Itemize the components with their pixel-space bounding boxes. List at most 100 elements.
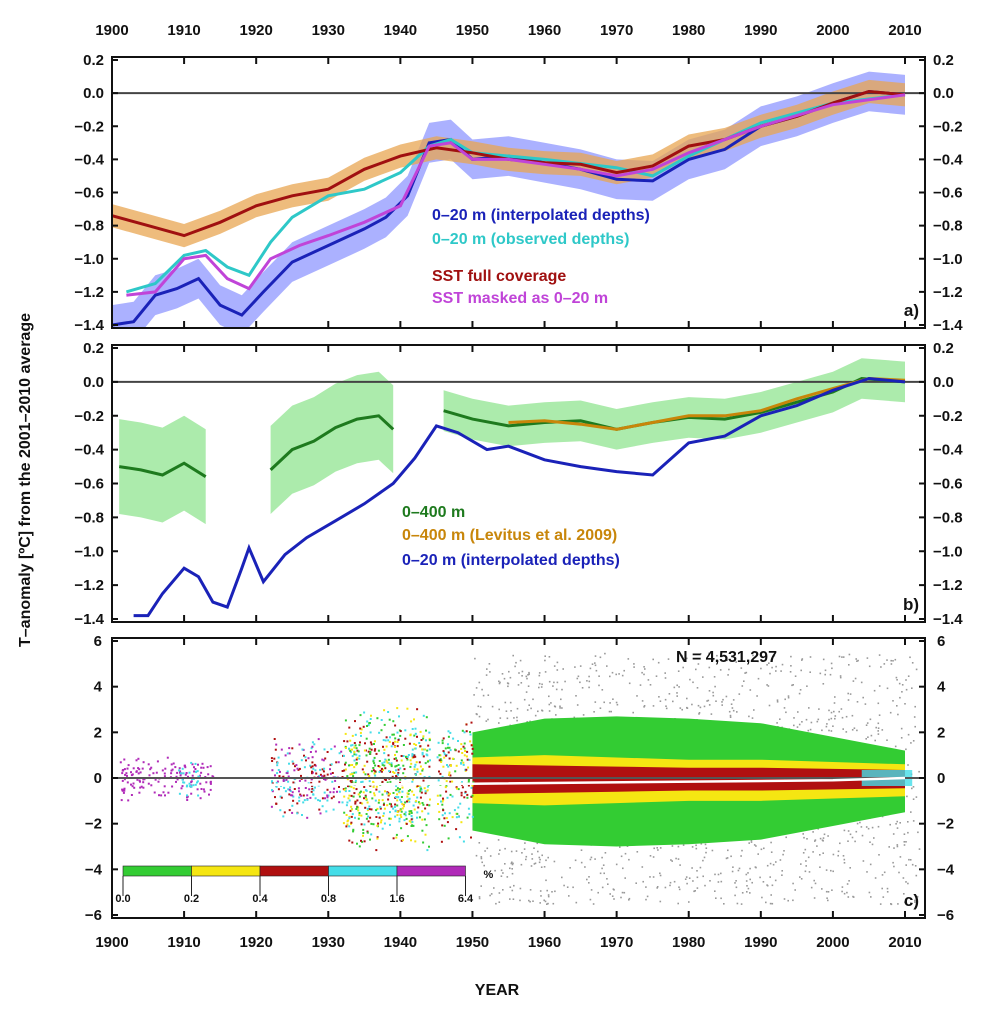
data-point [732, 866, 734, 868]
data-point [329, 772, 332, 775]
data-point [321, 805, 324, 808]
data-point [489, 855, 492, 857]
data-point [317, 738, 320, 741]
data-point [181, 778, 184, 781]
data-point [760, 667, 762, 670]
data-point [370, 748, 373, 751]
data-point [879, 903, 882, 905]
data-point [910, 811, 912, 813]
data-point [172, 762, 175, 765]
data-point [383, 709, 386, 712]
data-point [736, 902, 739, 905]
data-point [731, 707, 734, 709]
data-point [649, 684, 652, 686]
panel-label: b) [903, 595, 919, 614]
data-point [873, 689, 876, 692]
data-point [547, 894, 550, 896]
data-point [532, 698, 534, 701]
data-point [196, 781, 198, 784]
data-point [123, 768, 126, 771]
data-point [808, 707, 810, 709]
data-point [357, 793, 360, 796]
data-point [368, 775, 371, 777]
data-point [787, 695, 790, 697]
data-point [685, 876, 688, 878]
data-point [363, 840, 366, 843]
data-point [353, 742, 356, 744]
data-point [311, 761, 314, 764]
data-point [799, 689, 802, 691]
data-point [155, 771, 158, 774]
data-point [825, 725, 828, 728]
data-point [195, 770, 197, 773]
data-point [579, 665, 582, 667]
data-point [588, 876, 590, 878]
data-point [381, 827, 384, 830]
data-point [288, 788, 291, 791]
data-point [439, 794, 442, 797]
data-point [513, 717, 515, 719]
data-point [445, 754, 448, 757]
data-point [321, 775, 324, 778]
data-point [608, 710, 611, 713]
data-point [361, 802, 364, 805]
data-point [428, 845, 430, 848]
data-point [360, 781, 363, 784]
data-point [341, 770, 344, 772]
data-point [809, 656, 812, 658]
data-point [458, 836, 461, 839]
data-point [358, 791, 361, 794]
data-point [621, 674, 624, 677]
data-point [400, 755, 403, 757]
data-point [868, 891, 871, 894]
data-point [398, 817, 401, 820]
data-point [705, 851, 707, 854]
data-point [729, 714, 732, 717]
data-point [798, 723, 801, 726]
data-point [325, 810, 328, 813]
data-point [502, 889, 504, 891]
data-point [209, 782, 212, 785]
data-point [892, 660, 894, 662]
data-point [363, 749, 366, 752]
data-point [790, 655, 792, 658]
data-point [856, 729, 858, 732]
data-point [286, 772, 289, 775]
data-point [897, 713, 899, 716]
data-point [610, 710, 612, 713]
data-point [785, 711, 787, 714]
data-point [556, 681, 559, 684]
data-point [801, 658, 804, 660]
data-point [288, 809, 291, 812]
data-point [292, 795, 295, 798]
data-point [700, 843, 703, 845]
data-point [362, 725, 365, 728]
data-point [121, 779, 124, 782]
data-point [524, 842, 526, 844]
data-point [582, 714, 585, 716]
data-point [809, 728, 812, 731]
data-point [199, 797, 202, 800]
data-point [832, 853, 835, 856]
data-point [369, 838, 371, 841]
data-point [772, 655, 774, 658]
data-point [880, 666, 882, 668]
data-point [324, 757, 327, 760]
data-point [381, 799, 384, 802]
data-point [801, 721, 803, 723]
data-point [352, 787, 355, 790]
data-point [390, 805, 393, 808]
data-point [854, 840, 856, 843]
data-point [694, 890, 696, 892]
data-point [449, 774, 452, 777]
data-point [695, 844, 697, 847]
data-point [909, 656, 911, 659]
data-point [270, 805, 273, 808]
data-point [303, 766, 306, 769]
data-point [152, 772, 155, 775]
data-point [770, 841, 772, 844]
data-point [463, 796, 466, 799]
y-tick-label-left: −1.4 [74, 611, 104, 628]
data-point [406, 835, 409, 838]
data-point [538, 686, 540, 689]
